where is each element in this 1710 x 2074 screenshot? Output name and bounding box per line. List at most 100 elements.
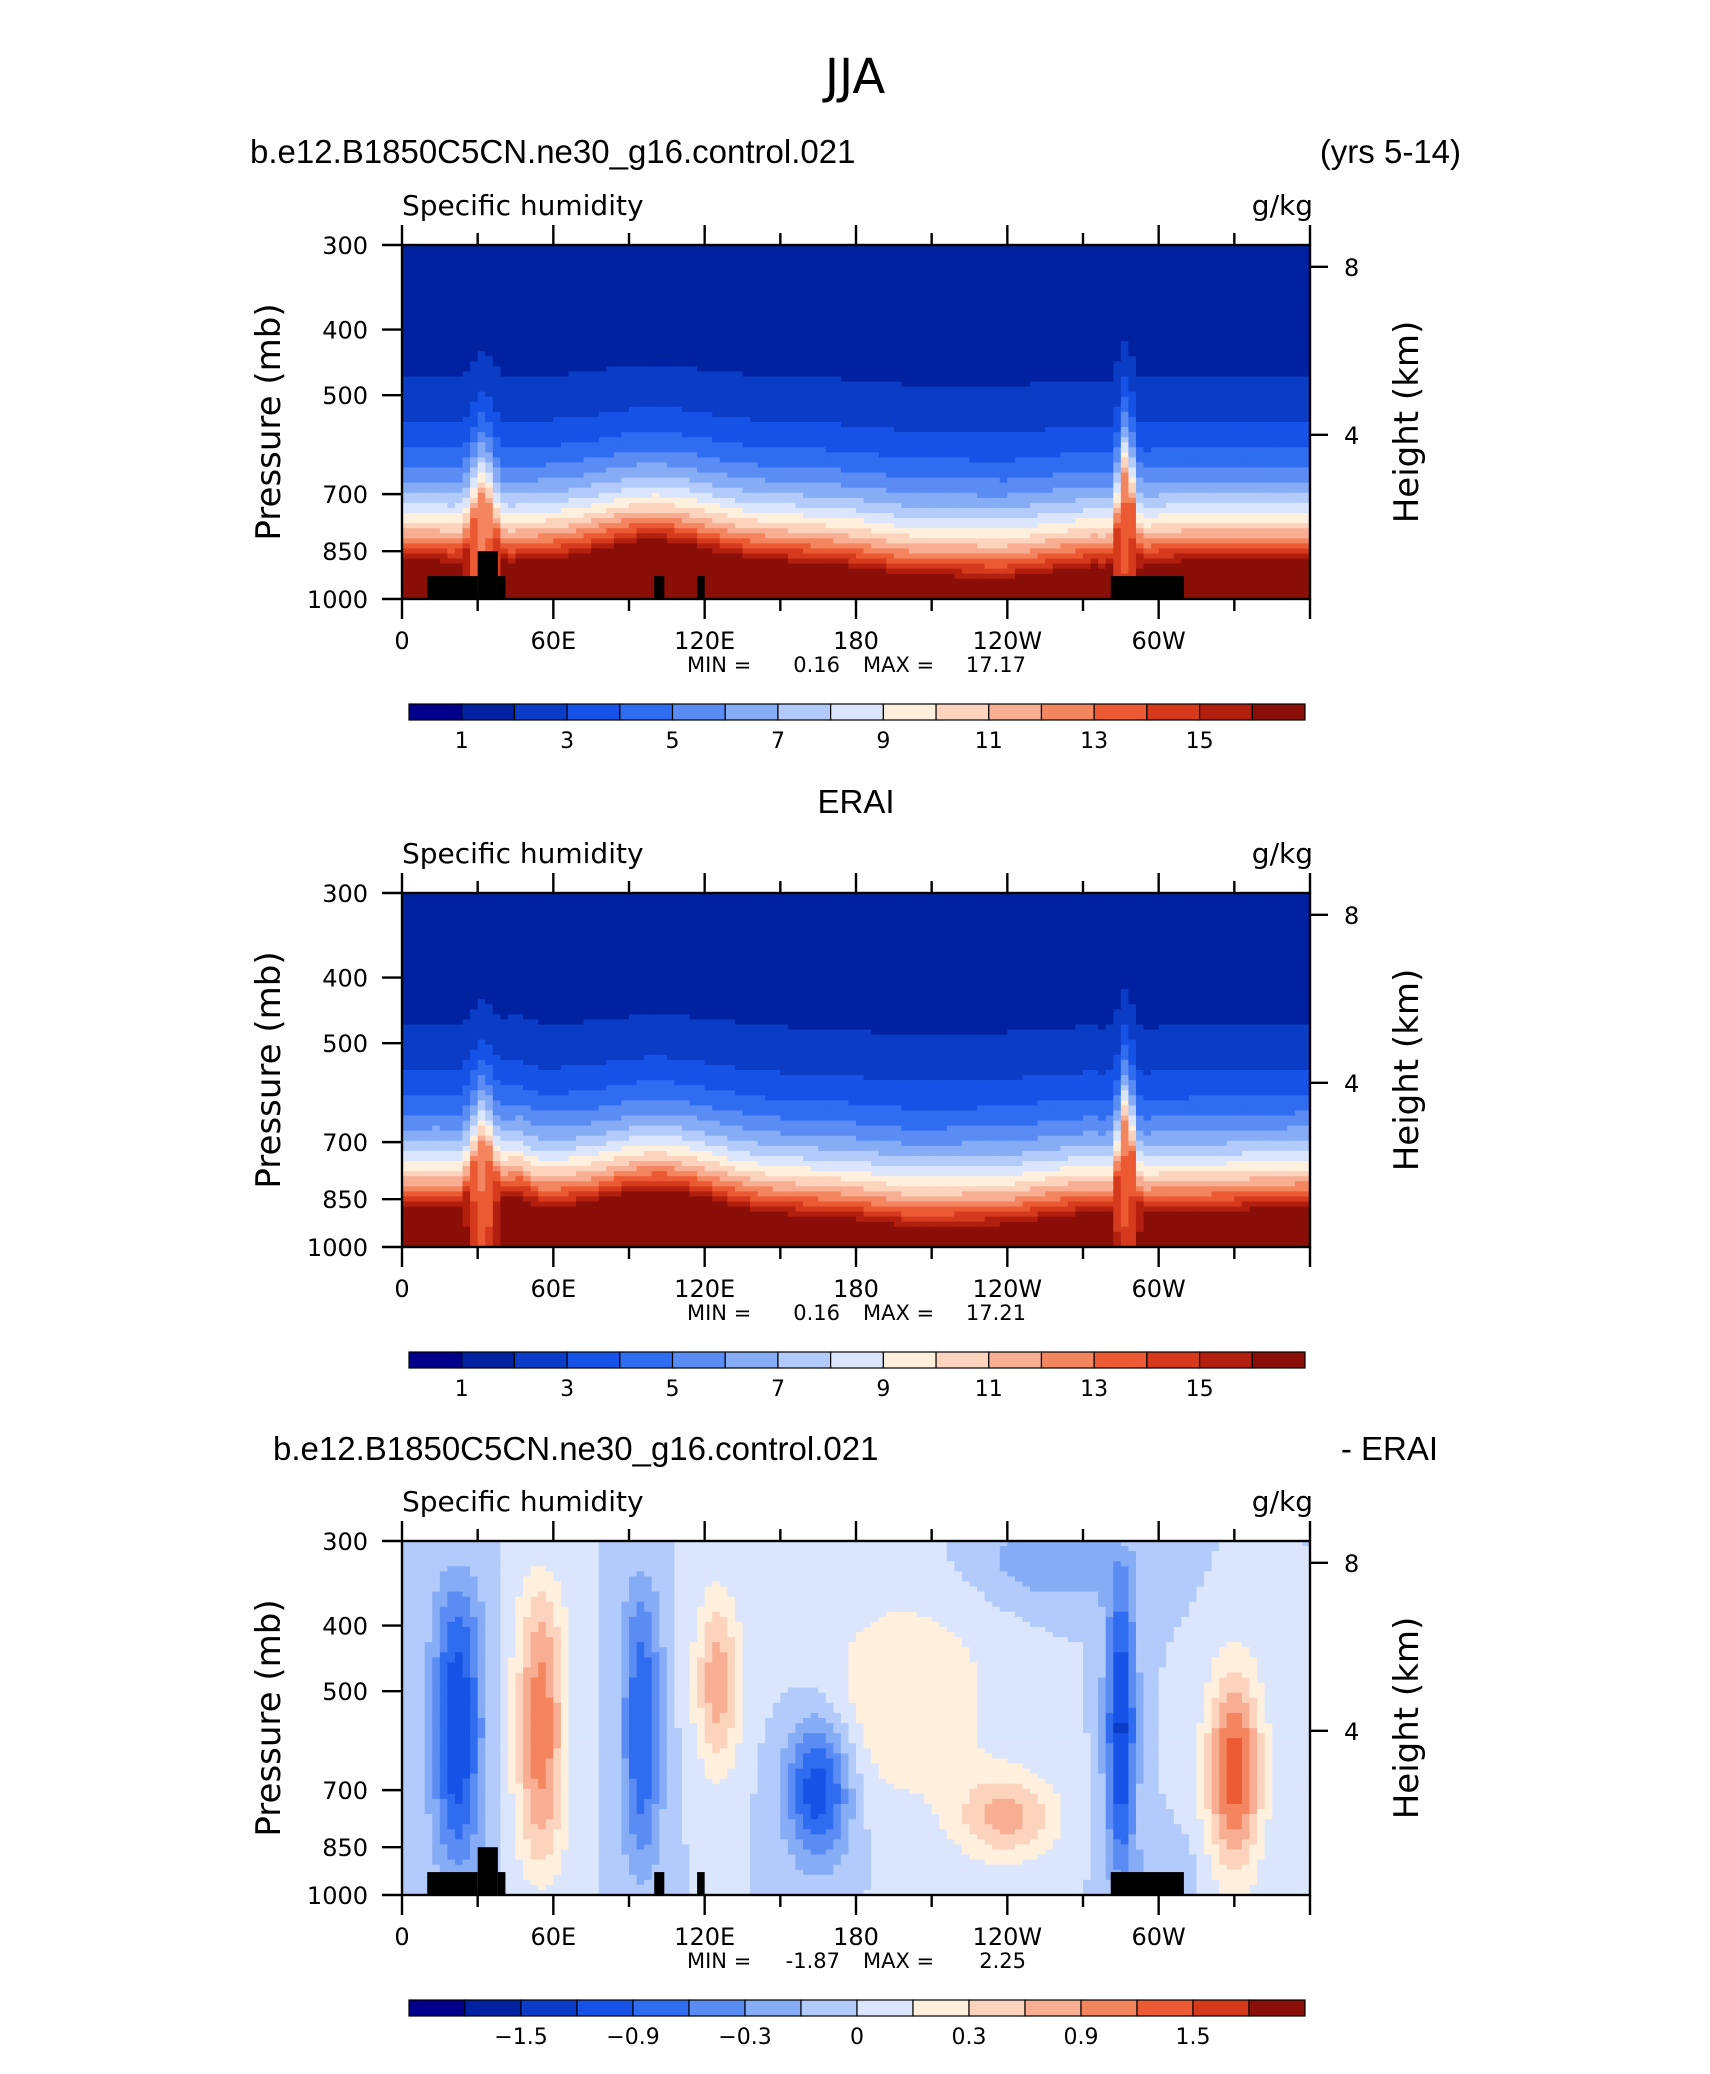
field-cell — [500, 260, 509, 266]
field-cell — [523, 300, 532, 307]
field-cell — [1128, 295, 1137, 302]
field-cell — [1135, 422, 1145, 428]
field-cell — [454, 295, 464, 302]
field-cell — [1219, 381, 1228, 388]
field-cell — [916, 396, 925, 403]
field-cell — [674, 432, 683, 438]
field-cell — [674, 315, 683, 322]
field-cell — [1143, 442, 1152, 448]
field-cell — [1098, 245, 1107, 251]
field-cell — [984, 447, 993, 453]
field-cell — [697, 315, 706, 322]
field-cell — [719, 427, 728, 433]
field-cell — [697, 416, 706, 423]
field-cell — [659, 361, 668, 367]
field-cell — [765, 300, 774, 307]
field-cell — [750, 245, 759, 251]
field-cell — [1219, 427, 1228, 433]
field-cell — [840, 361, 850, 367]
field-cell — [659, 396, 668, 403]
field-cell — [1060, 280, 1069, 287]
field-cell — [863, 371, 872, 378]
field-cell — [1257, 260, 1266, 266]
field-cell — [477, 452, 486, 458]
field-cell — [1120, 346, 1129, 352]
field-cell — [1060, 437, 1069, 443]
field-cell — [992, 325, 1001, 332]
field-cell — [727, 442, 736, 448]
field-cell — [454, 371, 464, 378]
field-cell — [1022, 255, 1031, 261]
field-cell — [1098, 376, 1107, 383]
field-cell — [1249, 396, 1258, 403]
field-cell — [704, 381, 713, 388]
field-cell — [1188, 361, 1198, 367]
field-cell — [901, 416, 910, 423]
field-cell — [613, 356, 623, 362]
field-cell — [417, 330, 426, 337]
field-cell — [810, 310, 819, 317]
field-cell — [750, 310, 759, 317]
field-cell — [727, 305, 736, 312]
field-cell — [984, 295, 993, 302]
field-cell — [818, 452, 827, 458]
field-cell — [621, 416, 630, 423]
field-cell — [1287, 265, 1296, 271]
field-cell — [1166, 366, 1175, 373]
field-cell — [447, 325, 456, 332]
field-cell — [651, 270, 660, 276]
field-cell — [742, 320, 751, 327]
field-cell — [1219, 447, 1228, 453]
field-cell — [1090, 442, 1099, 448]
field-cell — [1166, 381, 1175, 388]
field-cell — [598, 366, 607, 373]
field-cell — [492, 310, 501, 317]
field-cell — [757, 371, 766, 378]
field-cell — [757, 285, 766, 292]
field-cell — [1226, 265, 1235, 271]
field-cell — [636, 452, 645, 458]
field-cell — [893, 310, 902, 317]
field-cell — [992, 381, 1001, 388]
field-cell — [523, 416, 532, 423]
field-cell — [1234, 330, 1243, 337]
field-cell — [999, 260, 1008, 266]
field-cell — [1014, 356, 1024, 362]
field-cell — [651, 422, 660, 428]
field-cell — [598, 442, 607, 448]
field-cell — [946, 260, 955, 266]
field-cell — [825, 437, 834, 443]
field-cell — [893, 260, 902, 266]
field-cell — [840, 381, 850, 388]
field-cell — [1257, 245, 1266, 251]
field-cell — [1083, 330, 1092, 337]
field-cell — [447, 432, 456, 438]
field-cell — [1052, 315, 1061, 322]
field-cell — [939, 427, 948, 433]
field-cell — [689, 406, 698, 413]
field-cell — [1272, 371, 1281, 378]
field-cell — [848, 300, 857, 307]
field-cell — [840, 437, 850, 443]
field-cell — [863, 245, 872, 251]
field-cell — [485, 371, 494, 378]
field-cell — [1113, 346, 1122, 352]
field-cell — [613, 351, 623, 357]
field-cell — [1045, 265, 1054, 271]
field-cell — [901, 265, 910, 271]
field-cell — [939, 336, 948, 342]
field-cell — [810, 285, 819, 292]
field-cell — [878, 270, 887, 276]
field-cell — [833, 336, 842, 342]
field-cell — [1090, 371, 1099, 378]
field-cell — [886, 366, 895, 373]
field-cell — [1204, 300, 1213, 307]
field-cell — [424, 245, 433, 251]
field-cell — [795, 447, 804, 453]
field-cell — [409, 275, 418, 281]
field-cell — [734, 447, 744, 453]
field-cell — [1196, 285, 1205, 292]
field-cell — [969, 250, 978, 256]
field-cell — [409, 351, 418, 357]
field-cell — [704, 396, 713, 403]
